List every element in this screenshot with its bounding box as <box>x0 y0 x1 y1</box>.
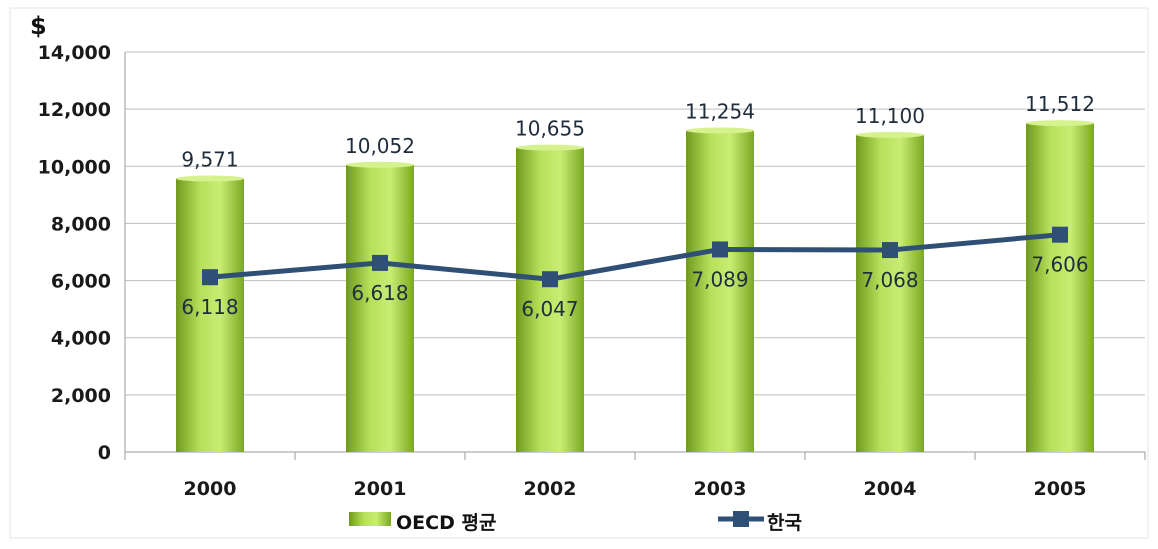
line-point <box>542 271 558 288</box>
y-axis: 0 2,000 4,000 6,000 8,000 10,000 12,000 14,000 <box>38 42 126 464</box>
line-point <box>882 242 898 259</box>
bar-top <box>346 161 414 168</box>
x-axis: 2000 2001 2002 2003 2004 2005 <box>124 451 1146 500</box>
bar <box>856 134 924 452</box>
legend-label-bar: OECD 평균 <box>396 512 496 534</box>
y-tick-label: 2,000 <box>51 385 111 407</box>
x-tick-label: 2002 <box>524 478 577 500</box>
line-path <box>209 232 1061 282</box>
x-tick-label: 2000 <box>184 478 237 500</box>
bar <box>1026 123 1094 452</box>
line-value-label: 7,606 <box>1031 253 1088 277</box>
bar <box>346 164 414 453</box>
bar-top <box>176 175 244 182</box>
bar-top <box>856 131 924 138</box>
line-data-labels: 6,118 6,618 6,047 7,089 7,068 7,606 <box>181 253 1088 322</box>
x-tick-label: 2005 <box>1034 478 1087 500</box>
y-tick-label: 6,000 <box>51 271 111 293</box>
bar <box>176 178 244 453</box>
line-point <box>372 254 388 271</box>
y-tick-label: 8,000 <box>51 213 111 235</box>
y-tick-label: 14,000 <box>38 42 111 64</box>
line-series <box>202 226 1068 288</box>
legend-swatch-bar <box>349 512 391 526</box>
line-value-label: 6,618 <box>351 281 408 305</box>
legend: OECD 평균 한국 <box>349 511 802 534</box>
legend-label-line: 한국 <box>767 512 802 534</box>
line-point <box>1052 226 1068 243</box>
bar-data-labels: 9,571 10,052 10,655 11,254 11,100 11,512 <box>181 92 1095 171</box>
bar-value-label: 10,052 <box>345 134 415 158</box>
legend-swatch-marker <box>733 511 749 527</box>
x-tick-label: 2004 <box>864 478 917 500</box>
gridlines <box>125 51 1145 453</box>
bar-value-label: 11,254 <box>685 99 755 123</box>
y-tick-label: 4,000 <box>51 328 111 350</box>
line-value-label: 6,047 <box>521 297 578 321</box>
y-tick-label: 10,000 <box>38 156 111 178</box>
bar <box>686 130 754 452</box>
plot-area-border <box>9 7 1149 539</box>
line-value-label: 7,068 <box>861 268 918 292</box>
x-tick-label: 2003 <box>694 478 747 500</box>
y-axis-unit-label: $ <box>30 12 47 40</box>
line-value-label: 7,089 <box>691 267 748 291</box>
line-value-label: 6,118 <box>181 295 238 319</box>
bar-value-label: 11,100 <box>855 104 925 128</box>
bar-value-label: 9,571 <box>181 148 238 172</box>
bar-top <box>686 127 754 134</box>
y-tick-label: 12,000 <box>38 99 111 121</box>
y-tick-label: 0 <box>98 442 111 464</box>
bar <box>516 147 584 453</box>
x-tick-label: 2001 <box>354 478 407 500</box>
line-point <box>202 269 218 286</box>
bar-series <box>176 120 1094 453</box>
bar-top <box>516 144 584 151</box>
bar-value-label: 11,512 <box>1025 92 1095 116</box>
bar-top <box>1026 120 1094 127</box>
bar-value-label: 10,655 <box>515 117 585 141</box>
line-point <box>712 241 728 258</box>
